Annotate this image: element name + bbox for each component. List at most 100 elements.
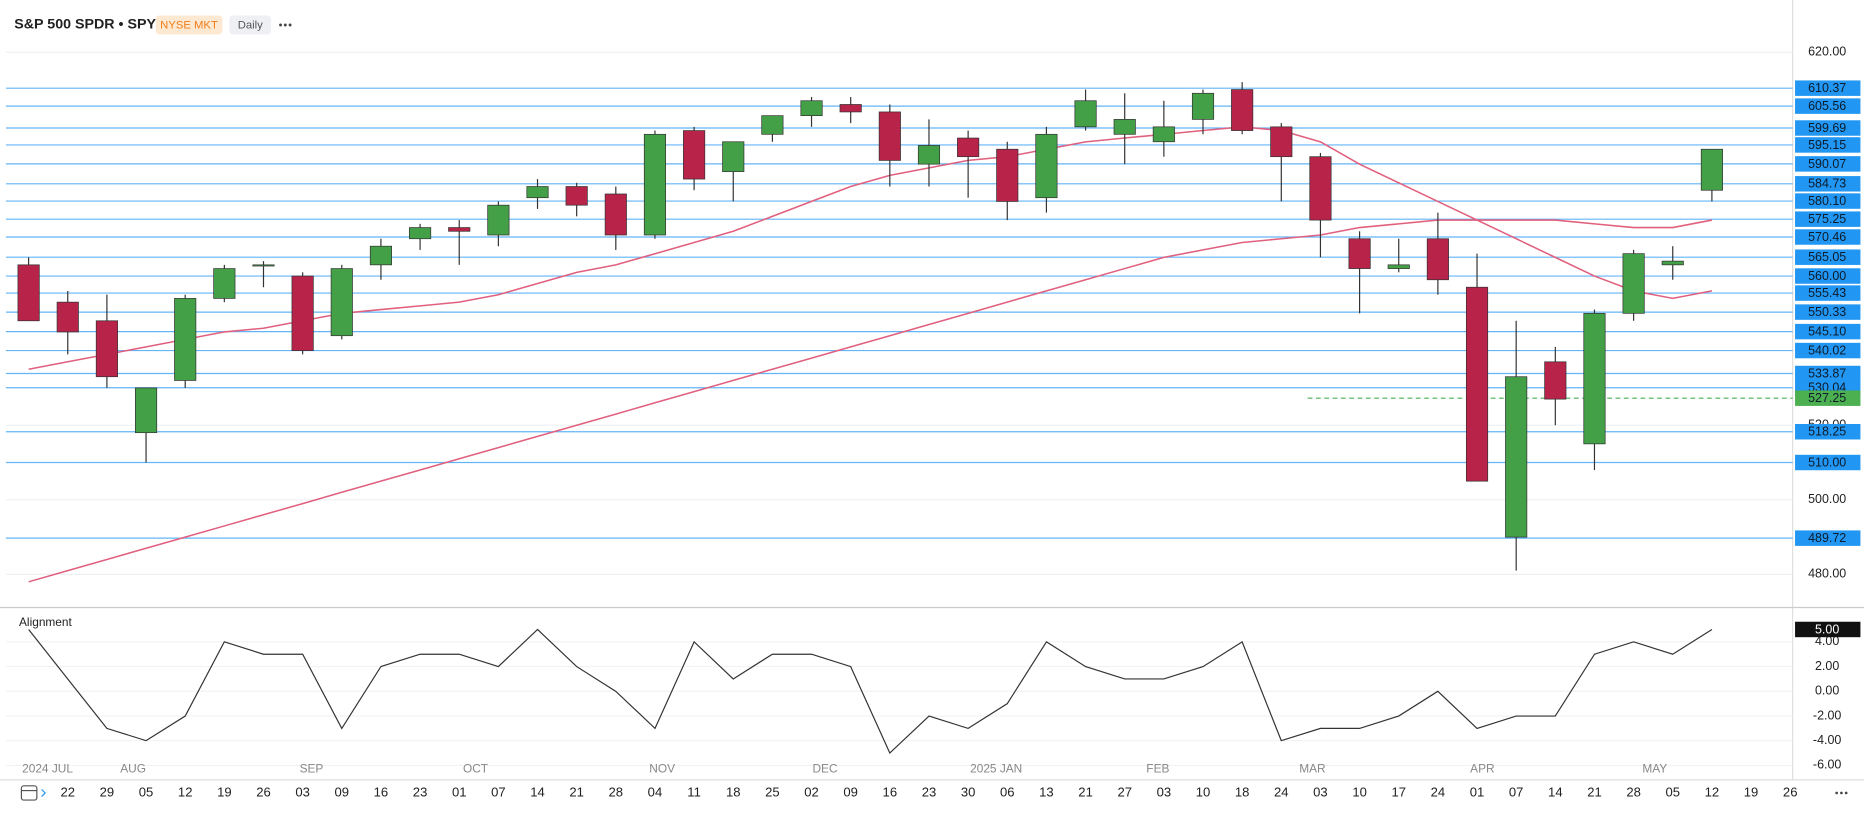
calendar-button[interactable] (20, 785, 38, 801)
x-tick-label: 21 (1587, 784, 1602, 799)
month-label: SEP (300, 761, 324, 775)
y-tick-label: 500.00 (1808, 492, 1846, 506)
x-tick-label: 24 (1431, 784, 1446, 799)
candle-body (1191, 92, 1215, 120)
candle-body (56, 301, 79, 333)
x-tick-label: 26 (1783, 784, 1798, 799)
level-badge (1795, 193, 1861, 209)
candle-body (1309, 156, 1332, 221)
level-badge (1795, 120, 1861, 136)
x-tick-label: 10 (1196, 784, 1211, 799)
x-tick-label: 28 (1626, 784, 1641, 799)
x-tick-label: 21 (569, 784, 584, 799)
level-badge (1795, 176, 1861, 192)
candle-body (1113, 119, 1136, 135)
x-tick-label: 19 (217, 784, 232, 799)
last-value-label: 5.00 (1815, 622, 1839, 636)
x-tick-label: 05 (139, 784, 154, 799)
level-label: 584.73 (1808, 177, 1846, 191)
x-tick-label: 26 (256, 784, 271, 799)
level-label: 595.15 (1808, 138, 1846, 152)
interval-label[interactable]: Daily (238, 20, 263, 32)
candle-body (1035, 133, 1058, 199)
level-badge (1795, 229, 1861, 245)
candle-body (448, 227, 471, 232)
x-tick-label: 21 (1078, 784, 1093, 799)
x-tick-label: 22 (60, 784, 75, 799)
candle-body (722, 141, 745, 172)
more-menu[interactable] (279, 23, 292, 27)
candle-body (526, 186, 549, 199)
level-label: 545.10 (1808, 324, 1846, 338)
toolbar-more[interactable] (1835, 791, 1848, 795)
x-tick-label: 14 (1548, 784, 1563, 799)
x-tick-label: 01 (452, 784, 467, 799)
x-tick-label: 18 (1235, 784, 1250, 799)
scroll-button[interactable] (41, 788, 47, 797)
x-tick-label: 23 (413, 784, 428, 799)
level-label: 580.10 (1808, 194, 1846, 208)
candle-body (761, 115, 784, 135)
x-tick-label: 28 (609, 784, 624, 799)
x-tick-label: 02 (804, 784, 819, 799)
level-label: 575.25 (1808, 212, 1846, 226)
level-badge (1795, 285, 1861, 301)
candle-body (1426, 238, 1449, 281)
level-badge (1795, 268, 1861, 284)
month-label: MAR (1299, 761, 1326, 775)
x-tick-label: 09 (843, 784, 858, 799)
month-label: 2025 JAN (970, 761, 1022, 775)
month-label: OCT (463, 761, 488, 775)
y-tick-label: -2.00 (1813, 708, 1841, 722)
symbol-title[interactable]: S&P 500 SPDR • SPY (14, 17, 156, 33)
panel-title: Alignment (19, 615, 73, 629)
level-badge (1795, 454, 1861, 471)
month-label: 2024 JUL (22, 761, 73, 775)
candle-body (683, 130, 706, 180)
candle-body (1544, 361, 1567, 400)
candle-body (800, 100, 823, 117)
candle-body (996, 148, 1019, 202)
exchange-label: NYSE MKT (160, 20, 218, 32)
x-tick-label: 25 (765, 784, 780, 799)
candle-body (1661, 260, 1684, 266)
x-tick-label: 03 (1157, 784, 1172, 799)
x-tick-label: 16 (374, 784, 389, 799)
x-tick-label: 12 (1705, 784, 1720, 799)
x-tick-label: 03 (295, 784, 310, 799)
candle-body (1622, 253, 1645, 314)
level-badge (1795, 80, 1861, 96)
candle-body (1348, 238, 1371, 269)
x-tick-label: 07 (491, 784, 506, 799)
level-badge (1795, 249, 1861, 265)
x-tick-label: 06 (1000, 784, 1015, 799)
x-tick-label: 29 (100, 784, 115, 799)
level-label: 610.37 (1808, 81, 1846, 95)
candle-body (1465, 286, 1489, 482)
candle-body (1231, 89, 1254, 131)
x-tick-label: 01 (1470, 784, 1485, 799)
candle-body (917, 145, 941, 165)
x-tick-label: 10 (1352, 784, 1367, 799)
level-label: 555.43 (1808, 286, 1846, 300)
level-label: 510.00 (1808, 455, 1846, 469)
candle-body (213, 268, 236, 299)
x-tick-label: 09 (335, 784, 350, 799)
candle-body (1387, 264, 1410, 269)
x-tick-label: 24 (1274, 784, 1289, 799)
interval-badge (229, 15, 272, 35)
candle-body (565, 186, 588, 206)
level-badge (1795, 304, 1861, 320)
level-label: 599.69 (1808, 121, 1846, 135)
x-tick-label: 16 (883, 784, 898, 799)
candle-body (134, 387, 158, 434)
y-tick-label: 0.00 (1815, 684, 1839, 698)
month-label: NOV (649, 761, 675, 775)
signal-badge (1795, 390, 1861, 406)
x-tick-label: 19 (1744, 784, 1759, 799)
candle-body (1505, 376, 1528, 538)
candle-body (957, 137, 980, 158)
month-label: DEC (812, 761, 837, 775)
month-label: FEB (1146, 761, 1169, 775)
